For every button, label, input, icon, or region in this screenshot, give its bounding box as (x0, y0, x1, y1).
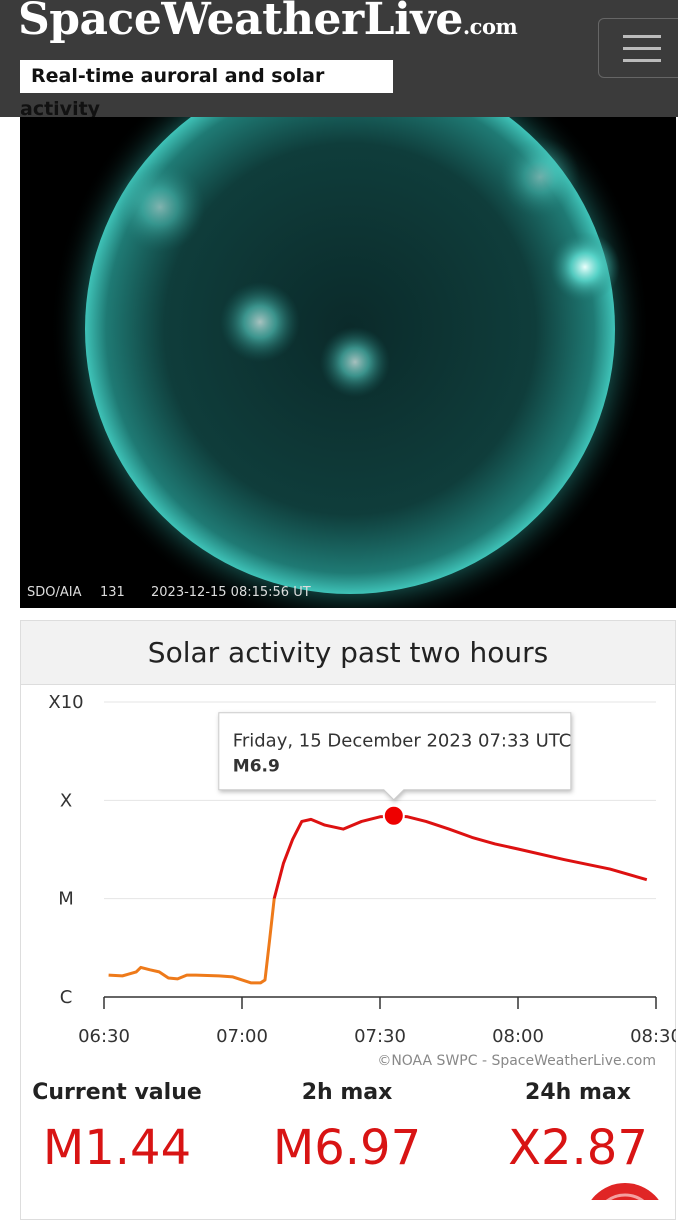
x-tick-label: 08:30 (630, 1026, 676, 1047)
tooltip-value: M6.9 (233, 757, 280, 777)
stat-value: M1.44 (42, 1120, 192, 1176)
menu-button[interactable] (598, 18, 678, 78)
brand-suffix[interactable]: .com (462, 14, 518, 39)
active-region (220, 282, 300, 362)
stat-value: X2.87 (508, 1120, 648, 1176)
y-tick-label: M (58, 889, 74, 910)
y-tick-label: X10 (48, 692, 83, 713)
credit: ©NOAA SWPC - SpaceWeatherLive.com (377, 1053, 656, 1069)
solar-image: SDO/AIA 131 2023-12-15 08:15:56 UT (20, 117, 676, 608)
x-tick-label: 08:00 (492, 1026, 544, 1047)
menu-bar (623, 47, 661, 50)
panel-title: Solar activity past two hours (20, 620, 676, 685)
x-tick-label: 07:00 (216, 1026, 268, 1047)
x-tick-label: 07:30 (354, 1026, 406, 1047)
highlight-point (382, 804, 405, 827)
image-instrument: SDO/AIA (27, 585, 82, 600)
tooltip-title: Friday, 15 December 2023 07:33 UTC (233, 731, 572, 752)
image-timestamp: 2023-12-15 08:15:56 UT (151, 585, 311, 600)
active-region (500, 137, 580, 217)
active-region (115, 162, 205, 252)
active-region (320, 327, 390, 397)
y-tick-label: X (60, 790, 72, 811)
header: SpaceWeatherLive.com Real-time auroral a… (0, 0, 678, 120)
x-tick-label: 06:30 (78, 1026, 130, 1047)
menu-bar (623, 35, 661, 38)
y-tick-label: C (60, 987, 73, 1008)
stat-label: 2h max (301, 1080, 393, 1105)
tooltip-box (218, 712, 572, 801)
chart: C M X X10 06:30 07:00 07:30 08:00 08:30 ©NOAA SWP… (48, 692, 676, 1069)
brand-name[interactable]: SpaceWeatherLive (18, 0, 463, 45)
active-region (550, 232, 620, 302)
stat-label: Current value (32, 1080, 202, 1105)
stat-value: M6.97 (272, 1120, 422, 1176)
menu-bar (623, 59, 661, 62)
tagline: Real-time auroral and solar activity (20, 60, 393, 120)
action-button[interactable] (580, 1175, 678, 1200)
brand[interactable]: SpaceWeatherLive.com (18, 0, 518, 45)
flux-line (108, 814, 648, 985)
stat-label: 24h max (525, 1080, 631, 1105)
image-channel: 131 (100, 585, 125, 600)
